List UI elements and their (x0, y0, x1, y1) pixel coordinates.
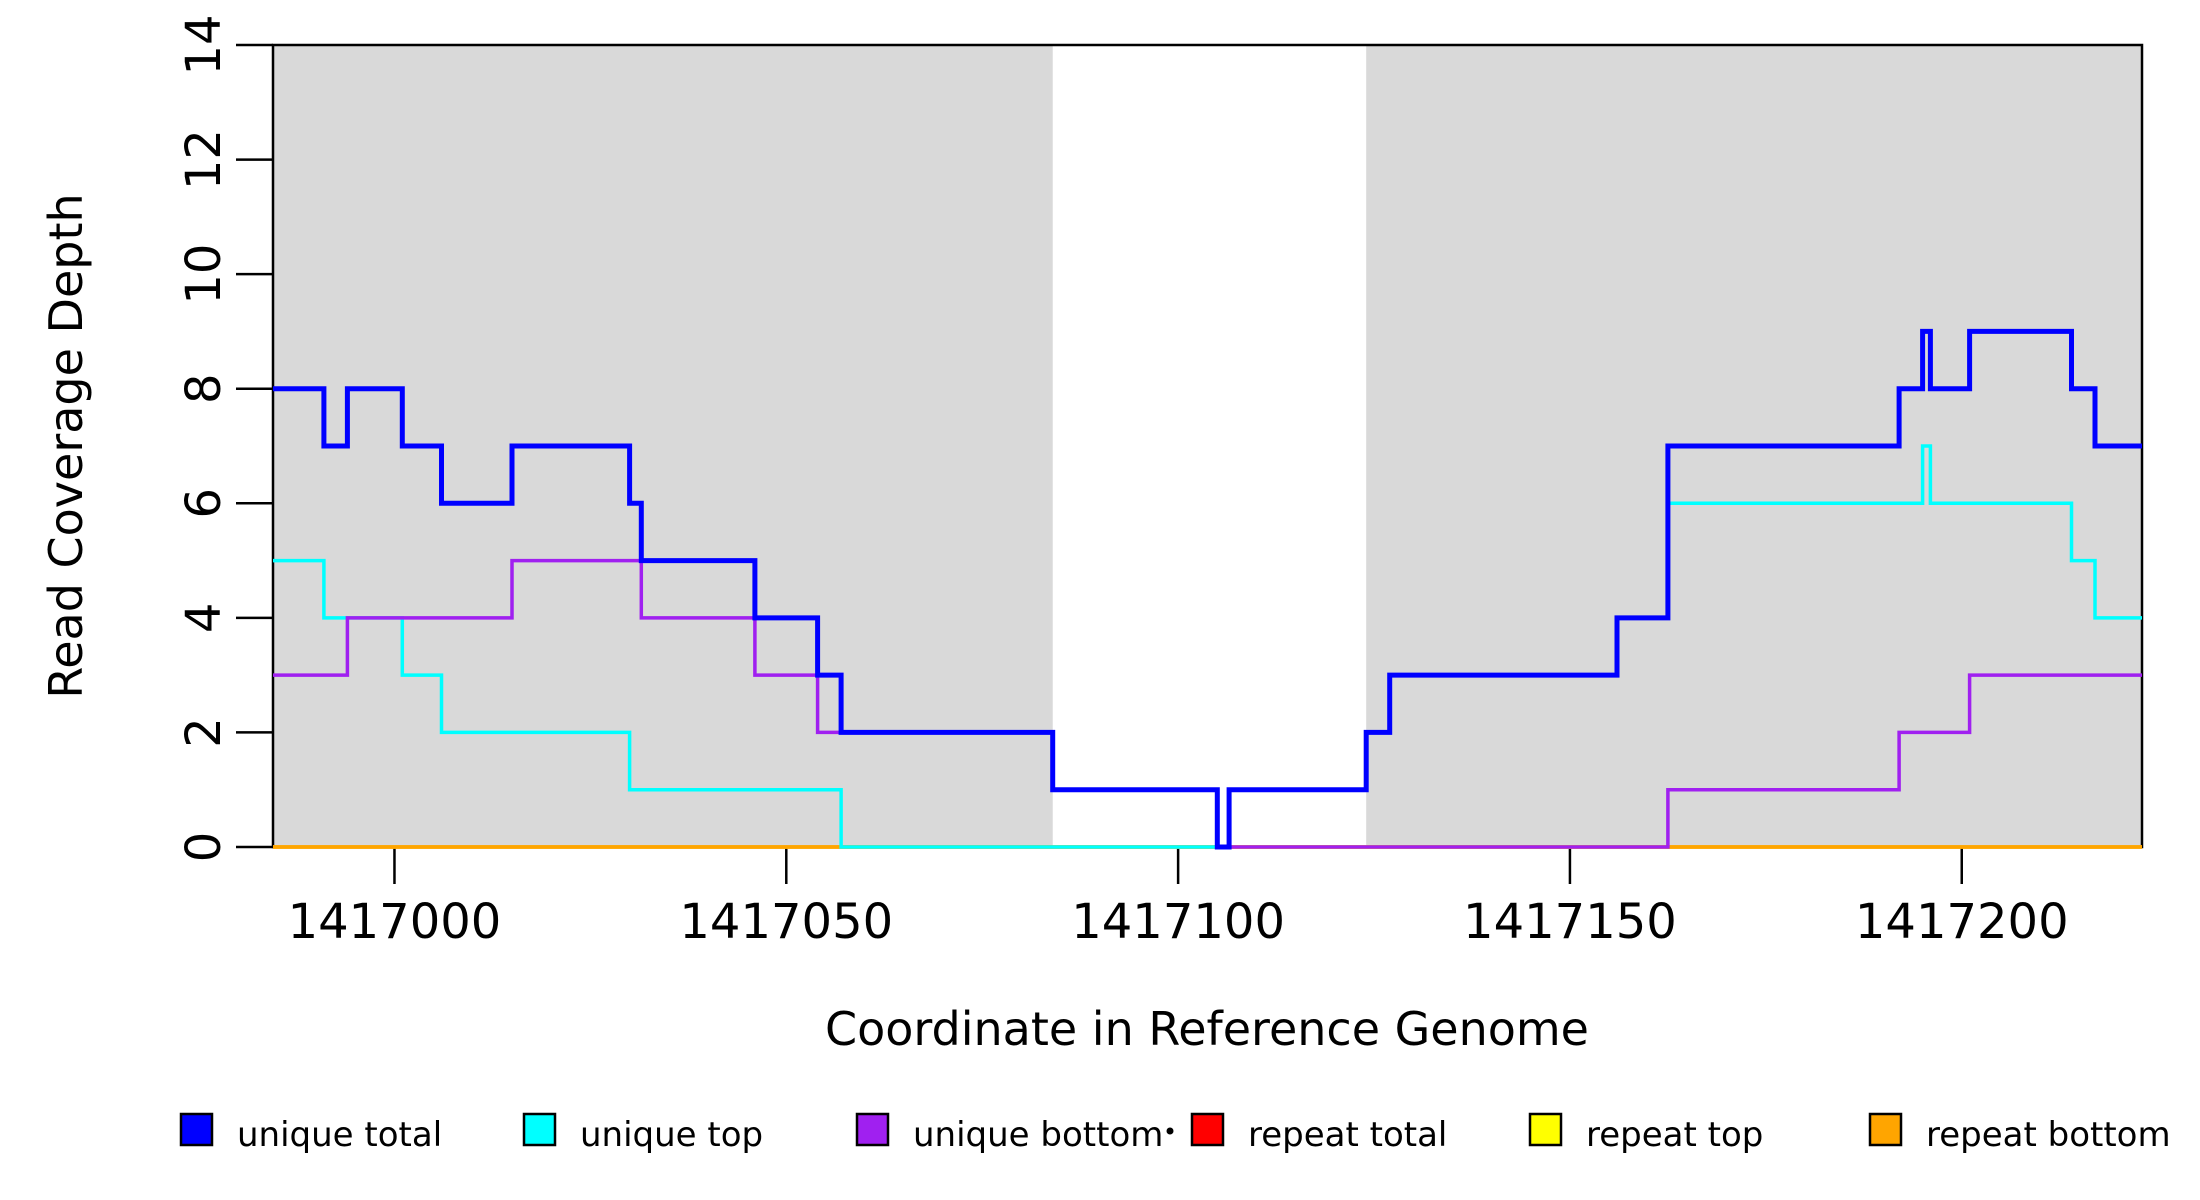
series-layer (273, 328, 2142, 850)
x-tick-label: 1417000 (288, 894, 502, 950)
legend-label-repeat-total: repeat total (1248, 1115, 1447, 1155)
y-tick-label: 6 (176, 488, 232, 519)
x-tick-label: 1417050 (679, 894, 893, 950)
legend-item-repeat-total: repeat total (1190, 1112, 1447, 1155)
legend-item-unique-bottom: unique bottom (855, 1112, 1163, 1155)
y-tick-label: 4 (176, 603, 232, 634)
x-axis-title: Coordinate in Reference Genome (825, 1002, 1589, 1056)
legend-label-unique-top: unique top (580, 1115, 763, 1155)
x-tick-label: 1417150 (1463, 894, 1677, 950)
axes-layer: 1417000 1417050 1417100 1417150 1417200 0 2 4 6 8… (176, 14, 2144, 950)
y-tick-label: 2 (176, 717, 232, 748)
x-tick-label: 1417100 (1071, 894, 1285, 950)
x-tick-label: 1417200 (1855, 894, 2069, 950)
legend-label-repeat-top: repeat top (1586, 1115, 1763, 1155)
legend-item-unique-top: unique top (522, 1112, 763, 1155)
legend: unique total unique top unique bottom repea… (179, 1112, 2171, 1155)
left-shaded-region (273, 45, 1053, 847)
legend-label-repeat-bottom: repeat bottom (1926, 1115, 2171, 1155)
y-tick-label: 0 (176, 832, 232, 863)
series-line-unique-total (273, 328, 2142, 850)
legend-label-unique-bottom: unique bottom (913, 1115, 1163, 1155)
stray-dot (1166, 1127, 1174, 1135)
legend-swatch-repeat-top (1528, 1112, 1563, 1147)
legend-item-unique-total: unique total (179, 1112, 442, 1155)
legend-swatch-unique-bottom (855, 1112, 890, 1147)
legend-swatch-unique-top (522, 1112, 557, 1147)
legend-swatch-unique-total (179, 1112, 214, 1147)
legend-item-repeat-bottom: repeat bottom (1868, 1112, 2171, 1155)
y-tick-label: 8 (176, 373, 232, 404)
legend-item-repeat-top: repeat top (1528, 1112, 1763, 1155)
y-tick-label: 10 (176, 244, 232, 305)
legend-label-unique-total: unique total (237, 1115, 442, 1155)
legend-swatch-repeat-bottom (1868, 1112, 1903, 1147)
y-tick-label: 12 (176, 129, 232, 190)
y-tick-label: 14 (176, 14, 232, 75)
legend-swatch-repeat-total (1190, 1112, 1225, 1147)
y-axis-title: Read Coverage Depth (39, 193, 93, 698)
